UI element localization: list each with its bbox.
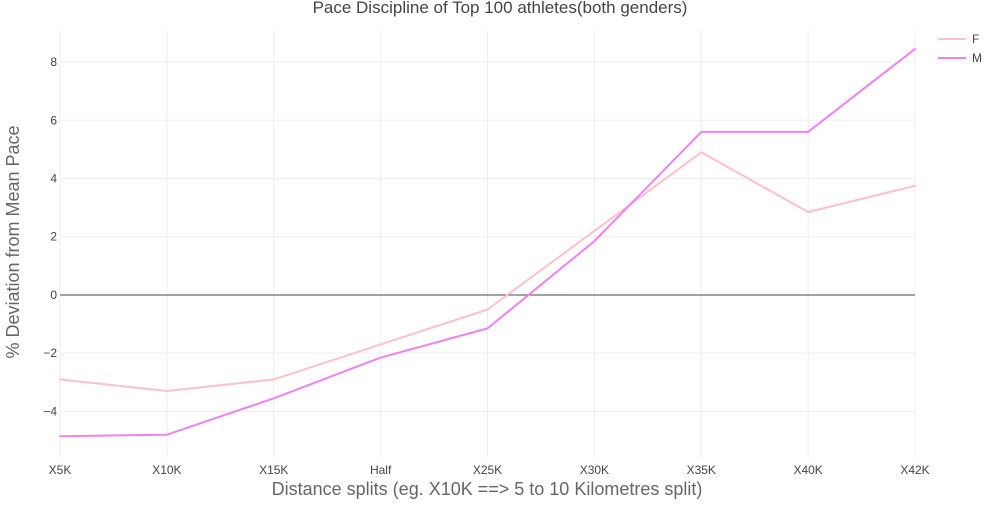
legend-item-M[interactable]: M	[938, 51, 982, 65]
data-point-F[interactable]	[163, 387, 171, 395]
y-tick-label: −4	[43, 404, 57, 418]
data-point-F[interactable]	[590, 227, 598, 235]
data-point-F[interactable]	[484, 306, 492, 314]
y-tick-label: 8	[50, 55, 57, 69]
data-point-M[interactable]	[270, 394, 278, 402]
y-tick-label: 6	[50, 113, 57, 127]
x-tick-label: X25K	[473, 463, 502, 477]
data-point-F[interactable]	[56, 375, 64, 383]
legend[interactable]: FM	[938, 32, 982, 65]
data-point-M[interactable]	[697, 128, 705, 136]
legend-label: M	[972, 51, 982, 65]
legend-item-F[interactable]: F	[938, 32, 979, 46]
x-tick-label: X15K	[259, 463, 288, 477]
y-tick-label: 0	[50, 288, 57, 302]
data-point-M[interactable]	[804, 128, 812, 136]
data-point-F[interactable]	[697, 148, 705, 156]
data-point-F[interactable]	[911, 182, 919, 190]
x-tick-label: X35K	[687, 463, 716, 477]
data-point-F[interactable]	[804, 208, 812, 216]
data-point-M[interactable]	[163, 431, 171, 439]
data-point-M[interactable]	[377, 354, 385, 362]
grid-layer	[59, 30, 916, 458]
x-tick-label: X40K	[793, 463, 822, 477]
y-tick-label: −2	[43, 346, 57, 360]
legend-label: F	[972, 32, 979, 46]
x-tick-label: X42K	[900, 463, 929, 477]
x-tick-labels: X5K X10K X15K Half X25K X30K X35K X40K X42K	[49, 463, 930, 477]
y-tick-labels: 8 6 4 2 0 −2 −4	[43, 55, 57, 418]
data-point-M[interactable]	[590, 237, 598, 245]
data-point-M[interactable]	[911, 45, 919, 53]
series-line-M	[59, 47, 916, 438]
x-tick-label: X30K	[580, 463, 609, 477]
x-tick-label: X5K	[49, 463, 72, 477]
data-point-F[interactable]	[270, 375, 278, 383]
series-layer	[56, 45, 919, 440]
data-point-F[interactable]	[377, 340, 385, 348]
y-tick-label: 2	[50, 230, 57, 244]
series-line-F	[59, 151, 916, 392]
x-axis-title: Distance splits (eg. X10K ==> 5 to 10 Ki…	[272, 479, 703, 499]
data-point-M[interactable]	[56, 432, 64, 440]
x-tick-label: Half	[370, 463, 392, 477]
y-tick-label: 4	[50, 171, 57, 185]
x-tick-label: X10K	[152, 463, 181, 477]
y-axis-title: % Deviation from Mean Pace	[3, 125, 23, 358]
data-point-M[interactable]	[484, 324, 492, 332]
chart-title: Pace Discipline of Top 100 athletes(both…	[313, 0, 688, 17]
